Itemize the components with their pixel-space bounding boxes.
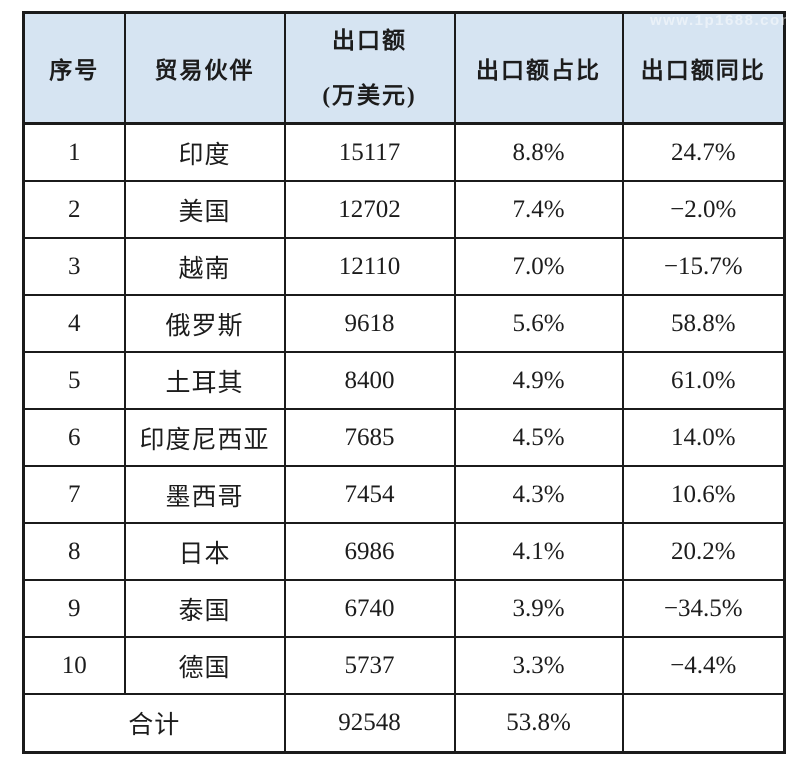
table-row: 1 印度 15117 8.8% 24.7%: [22, 122, 786, 182]
cell-partner: 墨西哥: [123, 465, 286, 524]
cell-export: 15117: [283, 122, 456, 182]
cell-share: 4.9%: [453, 351, 624, 410]
cell-yoy: 20.2%: [621, 522, 786, 581]
header-export-share: 出口额占比: [453, 11, 624, 125]
cell-partner: 越南: [123, 237, 286, 296]
cell-serial: 1: [22, 122, 126, 182]
cell-partner: 土耳其: [123, 351, 286, 410]
cell-partner: 泰国: [123, 579, 286, 638]
cell-export: 7685: [283, 408, 456, 467]
table-row: 8 日本 6986 4.1% 20.2%: [22, 522, 786, 581]
cell-export: 6986: [283, 522, 456, 581]
cell-serial: 9: [22, 579, 126, 638]
table-row: 9 泰国 6740 3.9% −34.5%: [22, 579, 786, 638]
cell-yoy: −4.4%: [621, 636, 786, 695]
cell-share: 5.6%: [453, 294, 624, 353]
cell-yoy: 61.0%: [621, 351, 786, 410]
cell-yoy: 24.7%: [621, 122, 786, 182]
cell-serial: 3: [22, 237, 126, 296]
table-row: 3 越南 12110 7.0% −15.7%: [22, 237, 786, 296]
header-export-amount-line2: (万美元): [322, 83, 417, 108]
total-share: 53.8%: [453, 693, 624, 754]
cell-share: 3.3%: [453, 636, 624, 695]
cell-serial: 4: [22, 294, 126, 353]
cell-share: 7.0%: [453, 237, 624, 296]
cell-serial: 6: [22, 408, 126, 467]
cell-export: 12110: [283, 237, 456, 296]
cell-yoy: −15.7%: [621, 237, 786, 296]
cell-partner: 印度尼西亚: [123, 408, 286, 467]
cell-share: 8.8%: [453, 122, 624, 182]
cell-export: 8400: [283, 351, 456, 410]
cell-partner: 俄罗斯: [123, 294, 286, 353]
cell-export: 5737: [283, 636, 456, 695]
table-row: 4 俄罗斯 9618 5.6% 58.8%: [22, 294, 786, 353]
cell-share: 3.9%: [453, 579, 624, 638]
cell-partner: 美国: [123, 180, 286, 239]
cell-export: 7454: [283, 465, 456, 524]
header-export-amount: 出口额 (万美元): [283, 11, 456, 125]
cell-share: 4.5%: [453, 408, 624, 467]
cell-serial: 8: [22, 522, 126, 581]
cell-serial: 2: [22, 180, 126, 239]
cell-share: 4.1%: [453, 522, 624, 581]
header-export-amount-lines: 出口额 (万美元): [287, 15, 453, 121]
cell-partner: 德国: [123, 636, 286, 695]
table-row: 10 德国 5737 3.3% −4.4%: [22, 636, 786, 695]
header-export-amount-line1: 出口额: [332, 28, 407, 53]
cell-partner: 日本: [123, 522, 286, 581]
cell-export: 6740: [283, 579, 456, 638]
cell-yoy: 58.8%: [621, 294, 786, 353]
cell-yoy: −34.5%: [621, 579, 786, 638]
table-row: 5 土耳其 8400 4.9% 61.0%: [22, 351, 786, 410]
cell-partner: 印度: [123, 122, 286, 182]
total-label: 合计: [22, 693, 286, 754]
table-row: 6 印度尼西亚 7685 4.5% 14.0%: [22, 408, 786, 467]
cell-serial: 7: [22, 465, 126, 524]
total-export: 92548: [283, 693, 456, 754]
cell-serial: 10: [22, 636, 126, 695]
cell-yoy: 14.0%: [621, 408, 786, 467]
trade-partners-table: 序号 贸易伙伴 出口额 (万美元) 出口额占比 出口额同比 1 印度 15117…: [22, 11, 786, 754]
cell-serial: 5: [22, 351, 126, 410]
total-yoy: [621, 693, 786, 754]
header-row: 序号 贸易伙伴 出口额 (万美元) 出口额占比 出口额同比: [22, 11, 786, 125]
cell-export: 12702: [283, 180, 456, 239]
header-serial: 序号: [22, 11, 126, 125]
table-row: 2 美国 12702 7.4% −2.0%: [22, 180, 786, 239]
table-row: 7 墨西哥 7454 4.3% 10.6%: [22, 465, 786, 524]
header-export-yoy: 出口额同比: [621, 11, 786, 125]
cell-share: 7.4%: [453, 180, 624, 239]
table-header: 序号 贸易伙伴 出口额 (万美元) 出口额占比 出口额同比: [22, 11, 786, 125]
cell-yoy: −2.0%: [621, 180, 786, 239]
table-body: 1 印度 15117 8.8% 24.7% 2 美国 12702 7.4% −2…: [22, 122, 786, 754]
header-partner: 贸易伙伴: [123, 11, 286, 125]
cell-yoy: 10.6%: [621, 465, 786, 524]
total-row: 合计 92548 53.8%: [22, 693, 786, 754]
cell-export: 9618: [283, 294, 456, 353]
cell-share: 4.3%: [453, 465, 624, 524]
